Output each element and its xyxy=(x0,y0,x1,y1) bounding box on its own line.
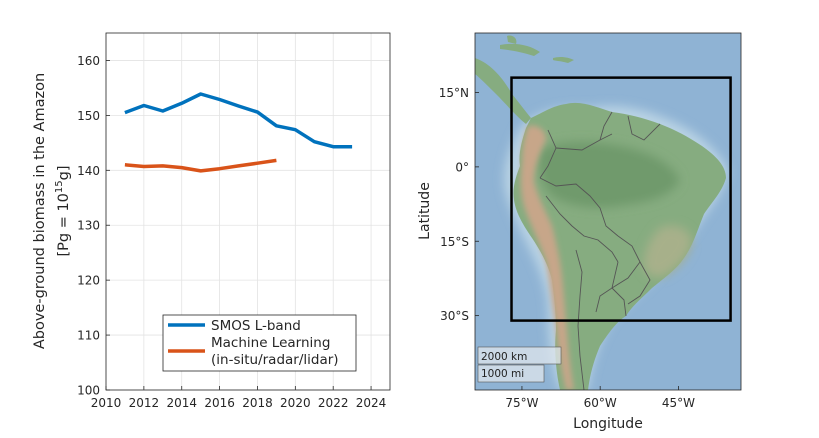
x-tick-label: 2020 xyxy=(280,396,311,410)
x-tick-label: 2014 xyxy=(166,396,197,410)
x-tick-label: 2024 xyxy=(356,396,387,410)
x-tick-label: 2022 xyxy=(318,396,349,410)
country-borders xyxy=(539,111,661,390)
legend: SMOS L-band Machine Learning (in-situ/ra… xyxy=(162,314,357,372)
scalebar-mi-label: 1000 mi xyxy=(481,368,524,380)
study-region-box xyxy=(510,76,732,322)
y-tick-label: 150 xyxy=(77,109,100,123)
lat-tick-label: 15°N xyxy=(439,86,469,100)
lat-tick-label: 15°S xyxy=(440,235,469,249)
brazilian-highlands xyxy=(643,225,692,278)
y-axis-label-line1: Above-ground biomass in the Amazon xyxy=(32,73,48,349)
series-lines xyxy=(124,92,353,173)
y-tick-label: 100 xyxy=(77,384,100,398)
axes-box xyxy=(105,32,391,391)
lon-tick-label: 60°W xyxy=(584,396,617,410)
x-tick-label: 2010 xyxy=(91,396,122,410)
map-image xyxy=(475,33,741,390)
y-tick-label: 110 xyxy=(77,329,100,343)
y-axis-label-prefix: [Pg = 10 xyxy=(56,193,72,256)
cuba xyxy=(500,43,540,56)
central-america xyxy=(475,58,531,124)
y-tick-labels: 100 110 120 130 140 150 160 xyxy=(77,54,100,398)
y-axis-label-suffix: g] xyxy=(56,165,72,180)
y-tick-label: 130 xyxy=(77,219,100,233)
x-tick-label: 2012 xyxy=(129,396,160,410)
andes xyxy=(520,125,574,390)
florida xyxy=(507,35,517,44)
hispaniola xyxy=(553,56,574,63)
study-region-map: 2000 km 1000 mi 75°W 60°W 45°W 15°N 0° 15°S 3… xyxy=(417,32,742,432)
lat-tick-label: 0° xyxy=(455,160,469,174)
lon-tick-label: 75°W xyxy=(505,396,538,410)
lon-tick-label: 45°W xyxy=(662,396,695,410)
x-tick-label: 2018 xyxy=(242,396,273,410)
x-tick-label: 2016 xyxy=(204,396,235,410)
lat-tick-label: 30°S xyxy=(440,309,469,323)
longitude-axis-label: Longitude xyxy=(573,416,643,432)
y-axis-label-exponent: 15 xyxy=(54,180,65,193)
latitude-axis-label: Latitude xyxy=(417,182,433,240)
series-line-smos xyxy=(124,92,353,149)
scale-bar: 2000 km 1000 mi xyxy=(477,346,562,383)
legend-label-smos: SMOS L-band xyxy=(211,318,301,334)
series-line-machine-learning xyxy=(124,158,277,173)
latitude-tick-labels: 15°N 0° 15°S 30°S xyxy=(439,86,479,323)
scalebar-mi-box xyxy=(477,364,545,383)
legend-label-ml-line1: Machine Learning xyxy=(211,335,330,351)
y-tick-label: 160 xyxy=(77,54,100,68)
longitude-tick-labels: 75°W 60°W 45°W xyxy=(505,386,695,410)
amazon-basin xyxy=(538,141,680,208)
y-tick-label: 120 xyxy=(77,274,100,288)
biomass-line-chart: 2010 2012 2014 2016 2018 2020 2022 2024 1001101… xyxy=(32,32,391,410)
x-tick-labels: 2010 2012 2014 2016 2018 2020 2022 2024 xyxy=(91,396,387,410)
scalebar-km-label: 2000 km xyxy=(481,351,527,363)
legend-label-ml-line2: (in-situ/radar/lidar) xyxy=(211,352,339,368)
map-frame xyxy=(474,32,742,391)
y-tick-label: 140 xyxy=(77,164,100,178)
y-axis-label-line2: [Pg = 1015g] xyxy=(54,165,72,256)
scalebar-km-box xyxy=(477,346,562,365)
